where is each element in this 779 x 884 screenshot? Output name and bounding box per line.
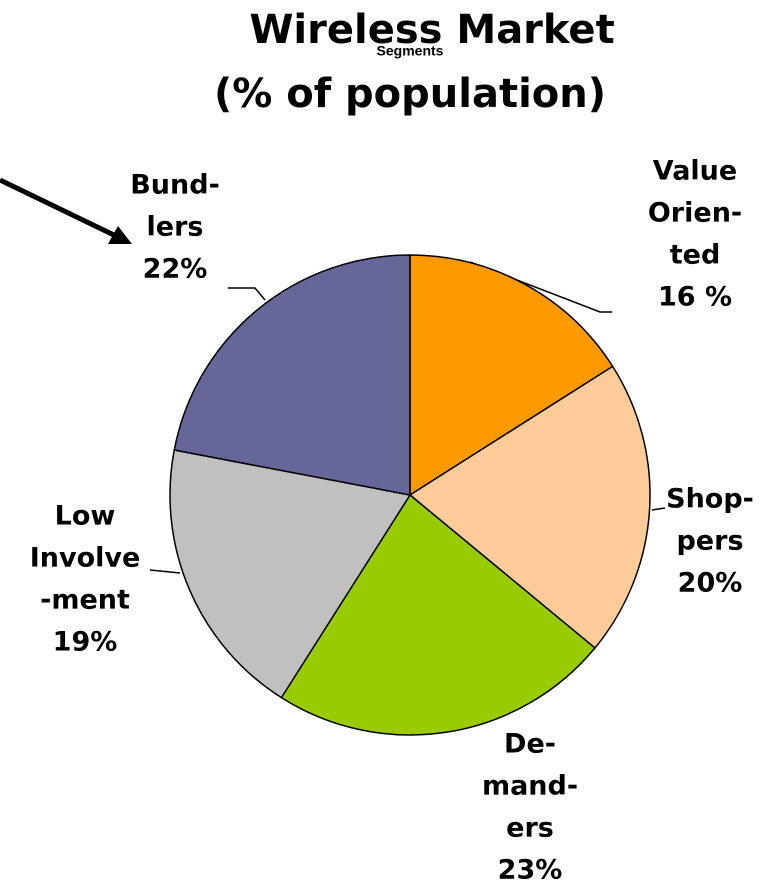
- slice-label: Low: [55, 501, 116, 532]
- slice-label: lers: [147, 212, 204, 243]
- slice-label: pers: [676, 526, 743, 557]
- value-label: 19%: [53, 627, 118, 658]
- slice-label: -ment: [40, 585, 130, 616]
- value-label: 20%: [678, 568, 743, 599]
- value-label: 23%: [498, 855, 563, 884]
- chart-title: Wireless Market: [249, 7, 614, 53]
- slice-label: Shop-: [666, 484, 754, 515]
- arrow: [0, 177, 132, 244]
- pie-slice: [408, 365, 651, 650]
- slice-label: Involve: [30, 543, 141, 574]
- annotation: Segments: [377, 43, 444, 59]
- pie-slice: [409, 254, 614, 497]
- slice-label: ted: [670, 240, 721, 271]
- value-label: 22%: [143, 254, 208, 285]
- slice-label: Value: [653, 156, 737, 187]
- slice-label: Orien-: [648, 198, 742, 229]
- pie-slice: [280, 493, 596, 736]
- pie-slice: [169, 449, 412, 699]
- pie-slice: [173, 254, 411, 496]
- value-label: 16 %: [658, 282, 732, 313]
- slice-label: De-: [504, 729, 556, 760]
- slice-label: mand-: [482, 771, 578, 802]
- chart-subtitle: (% of population): [214, 71, 606, 117]
- slice-label: Bund-: [130, 170, 220, 201]
- slice-label: ers: [506, 813, 554, 844]
